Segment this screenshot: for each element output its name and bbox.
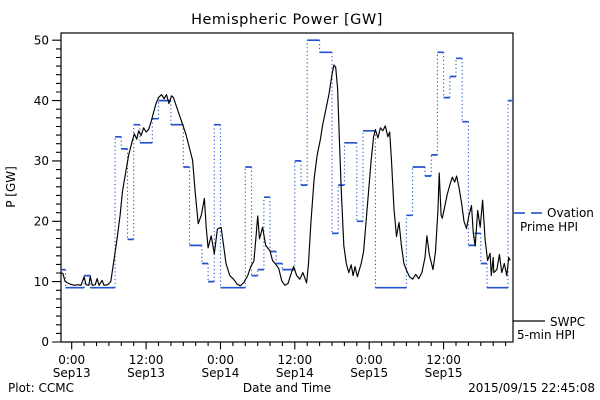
axis-tick-labels: 0:00Sep1312:00Sep130:00Sep1412:00Sep140:… [34, 33, 463, 380]
swpc-label-line2: 5-min HPI [517, 328, 575, 342]
swpc-label-line1: SWPC [550, 315, 585, 329]
tick-marks [52, 39, 507, 350]
y-tick-label: 40 [34, 94, 49, 108]
plot-credit: Plot: CCMC [8, 381, 74, 395]
ovation-step-caps [61, 39, 513, 289]
swpc-legend: SWPC 5-min HPI [513, 315, 585, 342]
ovation-label-line1: Ovation [547, 206, 594, 220]
axis-ticks [52, 39, 507, 350]
y-tick-label: 10 [34, 275, 49, 289]
x-tick-date: Sep14 [202, 366, 240, 380]
x-tick-time: 0:00 [58, 353, 85, 367]
x-axis-label: Date and Time [243, 381, 331, 395]
ovation-step-verticals [64, 40, 509, 288]
x-tick-date: Sep13 [53, 366, 91, 380]
y-tick-label: 0 [41, 335, 49, 349]
x-tick-date: Sep14 [276, 366, 314, 380]
ovation-label-line2: Prime HPI [520, 220, 578, 234]
y-tick-label: 30 [34, 154, 49, 168]
ovation-legend: Ovation Prime HPI [514, 206, 594, 234]
x-tick-time: 0:00 [207, 353, 234, 367]
chart-title: Hemispheric Power [GW] [191, 12, 383, 28]
y-axis-label: P [GW] [4, 166, 18, 208]
x-tick-time: 12:00 [129, 353, 164, 367]
x-tick-time: 12:00 [426, 353, 461, 367]
y-tick-label: 50 [34, 33, 49, 47]
x-tick-date: Sep15 [350, 366, 388, 380]
generated-timestamp: 2015/09/15 22:45:08 [468, 381, 595, 395]
data-series [60, 39, 513, 289]
y-tick-label: 20 [34, 215, 49, 229]
x-tick-time: 12:00 [278, 353, 313, 367]
swpc-line [60, 64, 511, 287]
x-tick-time: 0:00 [356, 353, 383, 367]
x-tick-date: Sep15 [425, 366, 463, 380]
plot-border [60, 32, 514, 343]
x-tick-date: Sep13 [127, 366, 165, 380]
